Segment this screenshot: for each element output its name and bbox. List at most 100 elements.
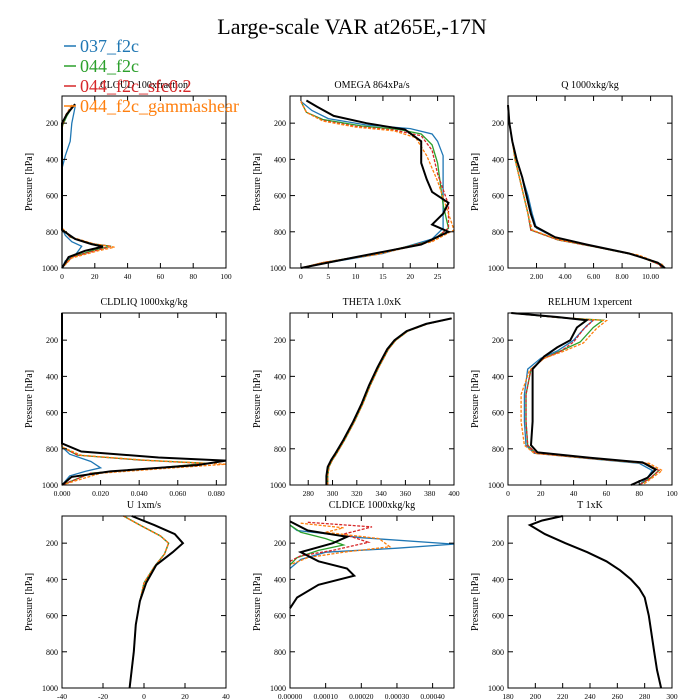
x-tick-label: 2.00: [530, 272, 543, 281]
x-tick-label: 0.00010: [313, 692, 338, 700]
x-tick-label: 260: [612, 692, 624, 700]
x-tick-label: 280: [639, 692, 651, 700]
series-line-044_f2c: [289, 524, 346, 566]
series-line-044_f2c_gammashear: [300, 101, 455, 269]
legend-item: 044_f2c_sfc0.2: [64, 76, 191, 96]
x-tick-label: 25: [434, 272, 442, 281]
panel-4: CLDLIQ 1000xkg/kg Pressure [hPa] 200 400 600…: [24, 297, 227, 498]
x-tick-label: 40: [222, 692, 230, 700]
y-tick-label: 800: [46, 445, 58, 454]
series-line-044_f2c_sfc0.2: [123, 515, 170, 689]
x-tick-label: -40: [57, 692, 67, 700]
y-tick-label: 200: [274, 119, 286, 128]
x-tick-label: -20: [98, 692, 108, 700]
panel-3: Q 1000xkg/kg Pressure [hPa] 200 400 600 800 10…: [470, 80, 673, 281]
panel-title: U 1xm/s: [127, 500, 161, 511]
y-tick-label: 1000: [42, 481, 58, 490]
x-tick-label: 60: [157, 272, 165, 281]
legend-item: 044_f2c_gammashear: [64, 96, 239, 116]
legend-item: 044_f2c: [64, 56, 139, 76]
x-tick-label: 0.000: [54, 489, 71, 498]
x-tick-label: 360: [400, 489, 412, 498]
x-tick-label: 8.00: [616, 272, 629, 281]
y-axis-label: Pressure [hPa]: [24, 573, 35, 631]
x-tick-label: 320: [351, 489, 363, 498]
y-tick-label: 800: [492, 648, 504, 657]
panel-title: CLDLIQ 1000xkg/kg: [101, 297, 188, 308]
y-tick-label: 600: [492, 612, 504, 621]
y-tick-label: 200: [46, 119, 58, 128]
y-tick-label: 600: [274, 612, 286, 621]
series-line-black: [128, 515, 185, 689]
y-axis-label: Pressure [hPa]: [252, 370, 263, 428]
panel-title: RELHUM 1xpercent: [548, 297, 632, 308]
plot-frame: [507, 312, 673, 486]
plot-frame: [507, 95, 673, 269]
series-line-black: [289, 520, 357, 609]
y-tick-label: 400: [492, 372, 504, 381]
series-line-044_f2c_gammashear: [123, 515, 170, 689]
legend-label: 044_f2c_sfc0.2: [80, 76, 191, 96]
plot-frame: [289, 515, 455, 689]
legend-label: 037_f2c: [80, 36, 139, 56]
panel-title: CLOUD 100xfraction: [100, 80, 188, 91]
plot-frame: [61, 515, 227, 689]
x-tick-label: 0.00000: [278, 692, 303, 700]
y-axis-label: Pressure [hPa]: [252, 153, 263, 211]
series-line-black: [325, 317, 452, 485]
x-tick-label: 180: [502, 692, 514, 700]
y-tick-label: 400: [274, 372, 286, 381]
x-tick-label: 100: [666, 489, 678, 498]
y-tick-label: 200: [46, 336, 58, 345]
y-tick-label: 600: [46, 409, 58, 418]
y-tick-label: 1000: [270, 481, 286, 490]
x-tick-label: 20: [537, 489, 545, 498]
y-axis-label: Pressure [hPa]: [252, 573, 263, 631]
y-tick-label: 400: [46, 575, 58, 584]
panel-title: T 1xK: [577, 500, 603, 511]
x-tick-label: 0.00030: [385, 692, 410, 700]
panel-8: CLDICE 1000xkg/kg Pressure [hPa] 200 400 600…: [252, 500, 455, 700]
x-tick-label: 20: [407, 272, 415, 281]
x-tick-label: 300: [327, 489, 339, 498]
x-tick-label: 5: [326, 272, 330, 281]
series-line-044_f2c_sfc0.2: [289, 521, 373, 562]
y-tick-label: 400: [46, 155, 58, 164]
y-tick-label: 400: [274, 155, 286, 164]
x-tick-label: 0.060: [169, 489, 186, 498]
x-tick-label: 240: [584, 692, 596, 700]
x-tick-label: 40: [570, 489, 578, 498]
series-line-044_f2c: [528, 515, 662, 689]
x-tick-label: 0.080: [208, 489, 225, 498]
x-tick-label: 60: [603, 489, 611, 498]
x-tick-label: 400: [448, 489, 460, 498]
y-tick-label: 1000: [270, 264, 286, 273]
y-tick-label: 600: [274, 192, 286, 201]
series-line-037_f2c: [61, 106, 83, 269]
y-tick-label: 600: [274, 409, 286, 418]
series-line-044_f2c_sfc0.2: [528, 515, 662, 689]
series-line-044_f2c_gammashear: [528, 515, 662, 689]
x-tick-label: 20: [91, 272, 99, 281]
legend-item: 037_f2c: [64, 36, 139, 56]
y-tick-label: 600: [46, 612, 58, 621]
y-axis-label: Pressure [hPa]: [24, 370, 35, 428]
series-line-black: [300, 99, 451, 269]
legend-label: 044_f2c_gammashear: [80, 96, 239, 116]
y-tick-label: 400: [46, 372, 58, 381]
plot-frame: [289, 95, 455, 269]
y-tick-label: 200: [492, 336, 504, 345]
x-tick-label: 280: [303, 489, 315, 498]
x-tick-label: 40: [124, 272, 132, 281]
series-line-044_f2c_gammashear: [327, 317, 452, 485]
x-tick-label: 80: [189, 272, 197, 281]
series-line-black: [511, 312, 658, 486]
x-tick-label: 0: [60, 272, 64, 281]
series-line-044_f2c_gammashear: [511, 312, 664, 486]
series-line-037_f2c: [327, 317, 452, 485]
panel-title: Q 1000xkg/kg: [561, 80, 619, 91]
x-tick-label: 340: [375, 489, 387, 498]
